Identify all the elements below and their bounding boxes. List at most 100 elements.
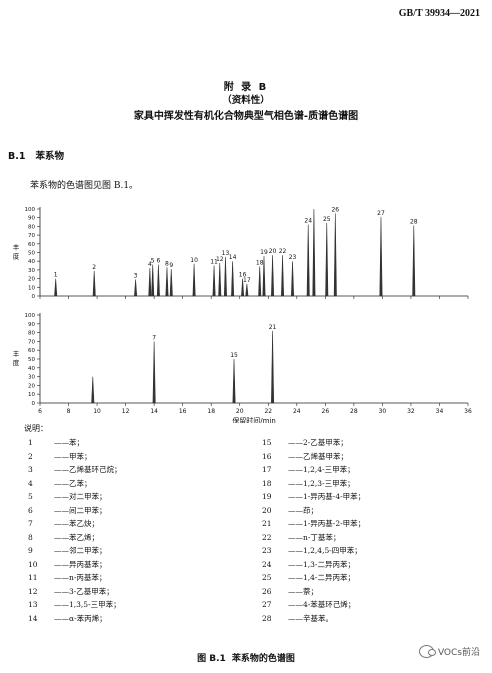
legend-item: 2 ——甲苯；: [28, 450, 122, 464]
legend-item: 25 ——1,4-二异丙苯；: [262, 571, 365, 585]
legend-item: 1 ——苯；: [28, 436, 122, 450]
legend-item-text: ——1-异丙基-2-甲苯；: [288, 519, 366, 528]
peak-label: 4: [148, 261, 152, 268]
chromatogram-peak: [258, 266, 262, 297]
legend-item-number: 19: [262, 492, 272, 501]
chromatogram-peak: [333, 213, 337, 297]
x-tick-label: 24: [293, 408, 301, 415]
peak-label: 18: [256, 259, 264, 266]
y-tick-label: 80: [28, 224, 35, 230]
peak-label: 21: [269, 324, 277, 331]
peak-label: 9: [169, 262, 173, 269]
x-tick-label: 10: [93, 408, 101, 415]
legend-item-text: ——1,3-二异丙苯；: [288, 559, 355, 569]
legend-item: 14 ——α-苯丙烯；: [28, 612, 122, 626]
peak-label: 26: [331, 206, 339, 213]
x-tick-label: 28: [350, 408, 358, 415]
y-tick-label: 30: [28, 375, 35, 381]
y-tick-label: 70: [28, 339, 35, 345]
legend-item-number: 5: [28, 492, 33, 501]
legend-item-number: 25: [262, 573, 272, 582]
chromatogram-peak: [218, 262, 222, 297]
legend-item-number: 22: [262, 532, 272, 542]
legend-item-text: ——1,2,4,5-四甲苯；: [288, 546, 362, 555]
legend-item: 27 ——4-苯基环己烯；: [262, 598, 365, 612]
chromatogram-peak: [148, 268, 152, 297]
y-tick-label: 70: [28, 233, 35, 239]
y-tick-label: 60: [28, 242, 35, 248]
peak-label: 24: [304, 218, 312, 225]
legend-item-number: 16: [262, 451, 272, 461]
legend-item: 5 ——对二甲苯；: [28, 490, 122, 504]
peak-label: 1: [54, 272, 58, 279]
y-tick-label: 80: [28, 331, 35, 337]
legend-item-number: 20: [262, 505, 272, 515]
y-tick-label: 10: [28, 392, 35, 398]
legend-item: 23 ——1,2,4,5-四甲苯；: [262, 544, 365, 558]
peak-label: 12: [216, 256, 224, 263]
y-tick-label: 0: [32, 294, 36, 300]
x-tick-label: 14: [150, 408, 158, 415]
chromatogram-peak: [134, 279, 138, 297]
legend-item-text: ——3-乙基甲苯；: [54, 586, 114, 596]
annex-nature: （资料性）: [222, 95, 270, 106]
legend-item-number: 12: [28, 586, 38, 596]
legend-item: 28 ——辛基苯。: [262, 612, 365, 626]
chromatogram-peak: [262, 255, 266, 297]
x-tick-label: 26: [322, 408, 330, 415]
legend-item-text: ——α-苯丙烯；: [54, 613, 107, 623]
legend-item: 26 ——萘；: [262, 585, 365, 599]
y-tick-label: 60: [28, 348, 35, 354]
figure-title: 苯系物的色谱图: [231, 654, 295, 664]
figure-number: 图 B.1: [197, 654, 226, 664]
legend-item-number: 27: [262, 600, 272, 609]
chromatogram-peak: [169, 269, 173, 297]
chromatogram-peak: [271, 330, 275, 404]
intro-text: 苯系物的色谱图见图 B.1。: [30, 181, 139, 191]
peak-label: 22: [279, 248, 287, 255]
legend-item-number: 13: [28, 600, 38, 609]
legend-item: 4 ——乙苯；: [28, 477, 122, 491]
y-tick-label: 0: [32, 401, 36, 407]
peak-label: 11: [210, 259, 218, 266]
peak-label: 28: [410, 219, 418, 226]
legend-item-number: 14: [28, 613, 38, 623]
legend-item-number: 6: [28, 505, 33, 515]
legend-item-number: 24: [262, 559, 272, 569]
chromatogram-peak: [156, 264, 160, 297]
legend-item-text: ——乙烯基环己烷；: [54, 465, 122, 474]
legend-item-number: 18: [262, 478, 272, 488]
peak-label: 3: [134, 272, 138, 279]
legend-item-text: ——苯乙烯；: [54, 532, 99, 542]
legend-item-number: 3: [28, 465, 33, 474]
y-tick-label: 40: [28, 366, 35, 372]
x-tick-label: 34: [436, 408, 444, 415]
legend-item: 21 ——1-异丙基-2-甲苯；: [262, 517, 365, 531]
peak-label: 13: [222, 250, 230, 257]
y-tick-label: 50: [28, 357, 35, 363]
legend-item-text: ——1,3,5-三甲苯；: [54, 600, 121, 609]
legend-item-number: 17: [262, 465, 272, 474]
peak-label: 2: [92, 264, 96, 271]
legend-item-number: 7: [28, 519, 33, 528]
chat-bubble-icon: [418, 645, 436, 658]
x-tick-label: 30: [379, 408, 387, 415]
x-tick-label: 6: [38, 408, 42, 415]
peak-label: 10: [190, 257, 198, 264]
section-title: 苯系物: [35, 151, 64, 162]
legend-item-number: 2: [28, 451, 33, 461]
chromatogram-peak: [151, 264, 155, 297]
legend-item: 8 ——苯乙烯；: [28, 531, 122, 545]
legend-item: 13 ——1,3,5-三甲苯；: [28, 598, 122, 612]
legend-item: 6 ——间二甲苯；: [28, 504, 122, 518]
x-tick-label: 36: [464, 408, 472, 415]
standard-code: GB/T 39934—2021: [398, 8, 480, 19]
legend-item: 9 ——邻二甲苯；: [28, 544, 122, 558]
legend-item: 19 ——1-异丙基-4-甲苯；: [262, 490, 365, 504]
x-tick-label: 8: [67, 408, 71, 415]
chromatogram-peak: [306, 224, 310, 297]
y-tick-label: 40: [28, 259, 35, 265]
legend-item-number: 8: [28, 532, 33, 542]
chromatogram-peak: [271, 255, 275, 297]
